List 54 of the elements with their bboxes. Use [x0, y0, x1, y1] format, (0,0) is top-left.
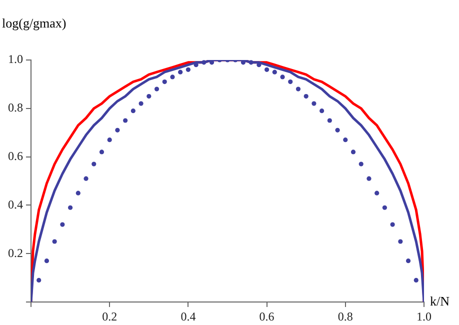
point: [280, 74, 285, 80]
point: [335, 128, 340, 132]
point: [52, 239, 57, 244]
point: [248, 60, 254, 65]
point: [264, 67, 270, 72]
point: [304, 94, 308, 99]
point: [272, 70, 277, 74]
point: [186, 67, 190, 72]
point: [76, 190, 80, 196]
x-axis-title: k/N: [430, 293, 450, 308]
point: [312, 101, 316, 106]
point: [296, 86, 301, 92]
x-tick-label: 0.4: [180, 309, 196, 324]
point: [130, 108, 136, 114]
point: [406, 258, 411, 264]
y-tick-label: 0.6: [8, 148, 23, 163]
point: [320, 108, 324, 114]
x-tick-label: 0.6: [259, 309, 274, 324]
point: [350, 150, 356, 154]
x-tick-label: 1.0: [416, 309, 432, 324]
point: [146, 94, 152, 99]
point: [60, 222, 65, 227]
point: [414, 278, 418, 283]
y-tick-label: 1.0: [8, 52, 23, 66]
point: [107, 138, 112, 142]
x-tick-label: 0.8: [338, 309, 353, 324]
point: [44, 258, 50, 264]
point: [36, 278, 42, 283]
point: [374, 190, 380, 196]
point: [68, 205, 73, 210]
point: [84, 176, 88, 181]
point: [154, 86, 160, 92]
point: [343, 138, 348, 142]
point: [123, 118, 128, 123]
point: [170, 74, 175, 80]
point: [178, 70, 183, 74]
point: [390, 222, 395, 227]
y-axis-title: log(g/gmax): [2, 15, 66, 30]
point: [366, 176, 372, 181]
y-tick-label: 0.2: [8, 246, 23, 260]
point: [138, 101, 144, 106]
point: [162, 79, 167, 84]
y-tick-label: 0.4: [8, 197, 23, 212]
x-tick-label: 0.2: [102, 309, 118, 324]
y-tick-label: 0.8: [8, 100, 23, 115]
point: [358, 162, 364, 166]
point: [288, 79, 293, 84]
point: [327, 118, 332, 123]
point: [115, 128, 120, 132]
point: [382, 205, 387, 210]
point: [202, 60, 206, 65]
point: [92, 162, 96, 166]
point: [99, 150, 104, 154]
point: [398, 239, 403, 244]
